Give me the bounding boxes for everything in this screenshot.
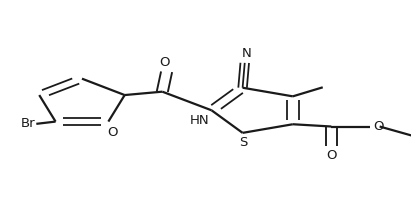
Text: O: O xyxy=(326,149,337,162)
Text: HN: HN xyxy=(190,114,209,127)
Text: O: O xyxy=(108,126,118,139)
Text: N: N xyxy=(242,47,252,60)
Text: S: S xyxy=(239,136,248,149)
Text: O: O xyxy=(373,120,384,133)
Text: Br: Br xyxy=(21,117,35,130)
Text: O: O xyxy=(159,56,170,69)
